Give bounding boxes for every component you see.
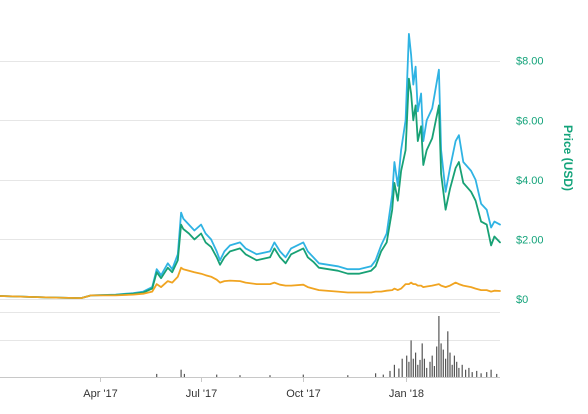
volume-bar [415,352,417,377]
volume-bars [156,316,498,378]
volume-bar [302,374,304,377]
volume-bar [447,331,449,378]
volume-bar [421,343,423,377]
volume-bar [406,355,408,377]
volume-bar [180,369,182,377]
volume-bar [471,372,473,377]
volume-bar [429,361,431,378]
y-tick-label: $8.00 [516,56,544,68]
x-tick-label: Jul '17 [186,388,217,400]
volume-bar [426,367,428,378]
volume-bar [451,364,453,377]
volume-bar [468,367,470,378]
volume-bar [442,349,444,377]
volume-bar [456,361,458,378]
volume-bar [347,375,349,377]
volume-bar [239,375,241,377]
series-line-2 [0,77,501,300]
y-axis-ticks: $8.00 $6.00 $4.00 $2.00 $0 [516,56,544,306]
x-tick-label: Jan '18 [389,388,424,400]
volume-bar [183,373,185,377]
volume-bar [496,373,498,377]
volume-bar [393,364,395,377]
volume-bar [423,358,425,377]
y-tick-label: $4.00 [516,175,544,187]
grid-lines [0,61,500,378]
volume-bar [389,370,391,377]
volume-bar [453,355,455,377]
series-lines [0,33,501,300]
volume-bar [486,372,488,377]
volume-bar [458,367,460,378]
volume-bar [417,364,419,377]
volume-bar [156,373,158,377]
volume-bar [412,358,414,377]
x-axis-ticks: Apr '17 Jul '17 Oct '17 Jan '18 [83,377,424,400]
volume-bar [465,369,467,377]
volume-bar [431,355,433,377]
y-tick-label: $0 [516,294,528,306]
volume-bar [419,359,421,377]
volume-bar [433,366,435,377]
volume-bar [398,368,400,377]
volume-bar [440,343,442,377]
volume-bar [445,358,447,377]
series-line-1 [0,33,501,300]
y-axis-title: Price (USD) [561,125,575,191]
volume-bar [436,346,438,377]
volume-bar [480,373,482,377]
volume-bar [216,374,218,377]
volume-bar [375,373,377,377]
volume-bar [269,375,271,377]
series-line-3 [0,266,501,300]
y-tick-label: $6.00 [516,115,544,127]
volume-bar [461,364,463,377]
volume-bar [438,316,440,377]
y-tick-label: $2.00 [516,234,544,246]
volume-bar [449,352,451,377]
volume-bar [408,361,410,378]
volume-bar [476,370,478,377]
x-tick-label: Apr '17 [83,388,118,400]
volume-bar [382,374,384,377]
volume-bar [410,340,412,377]
x-tick-label: Oct '17 [286,388,321,400]
volume-bar [490,369,492,377]
volume-bar [401,358,403,377]
